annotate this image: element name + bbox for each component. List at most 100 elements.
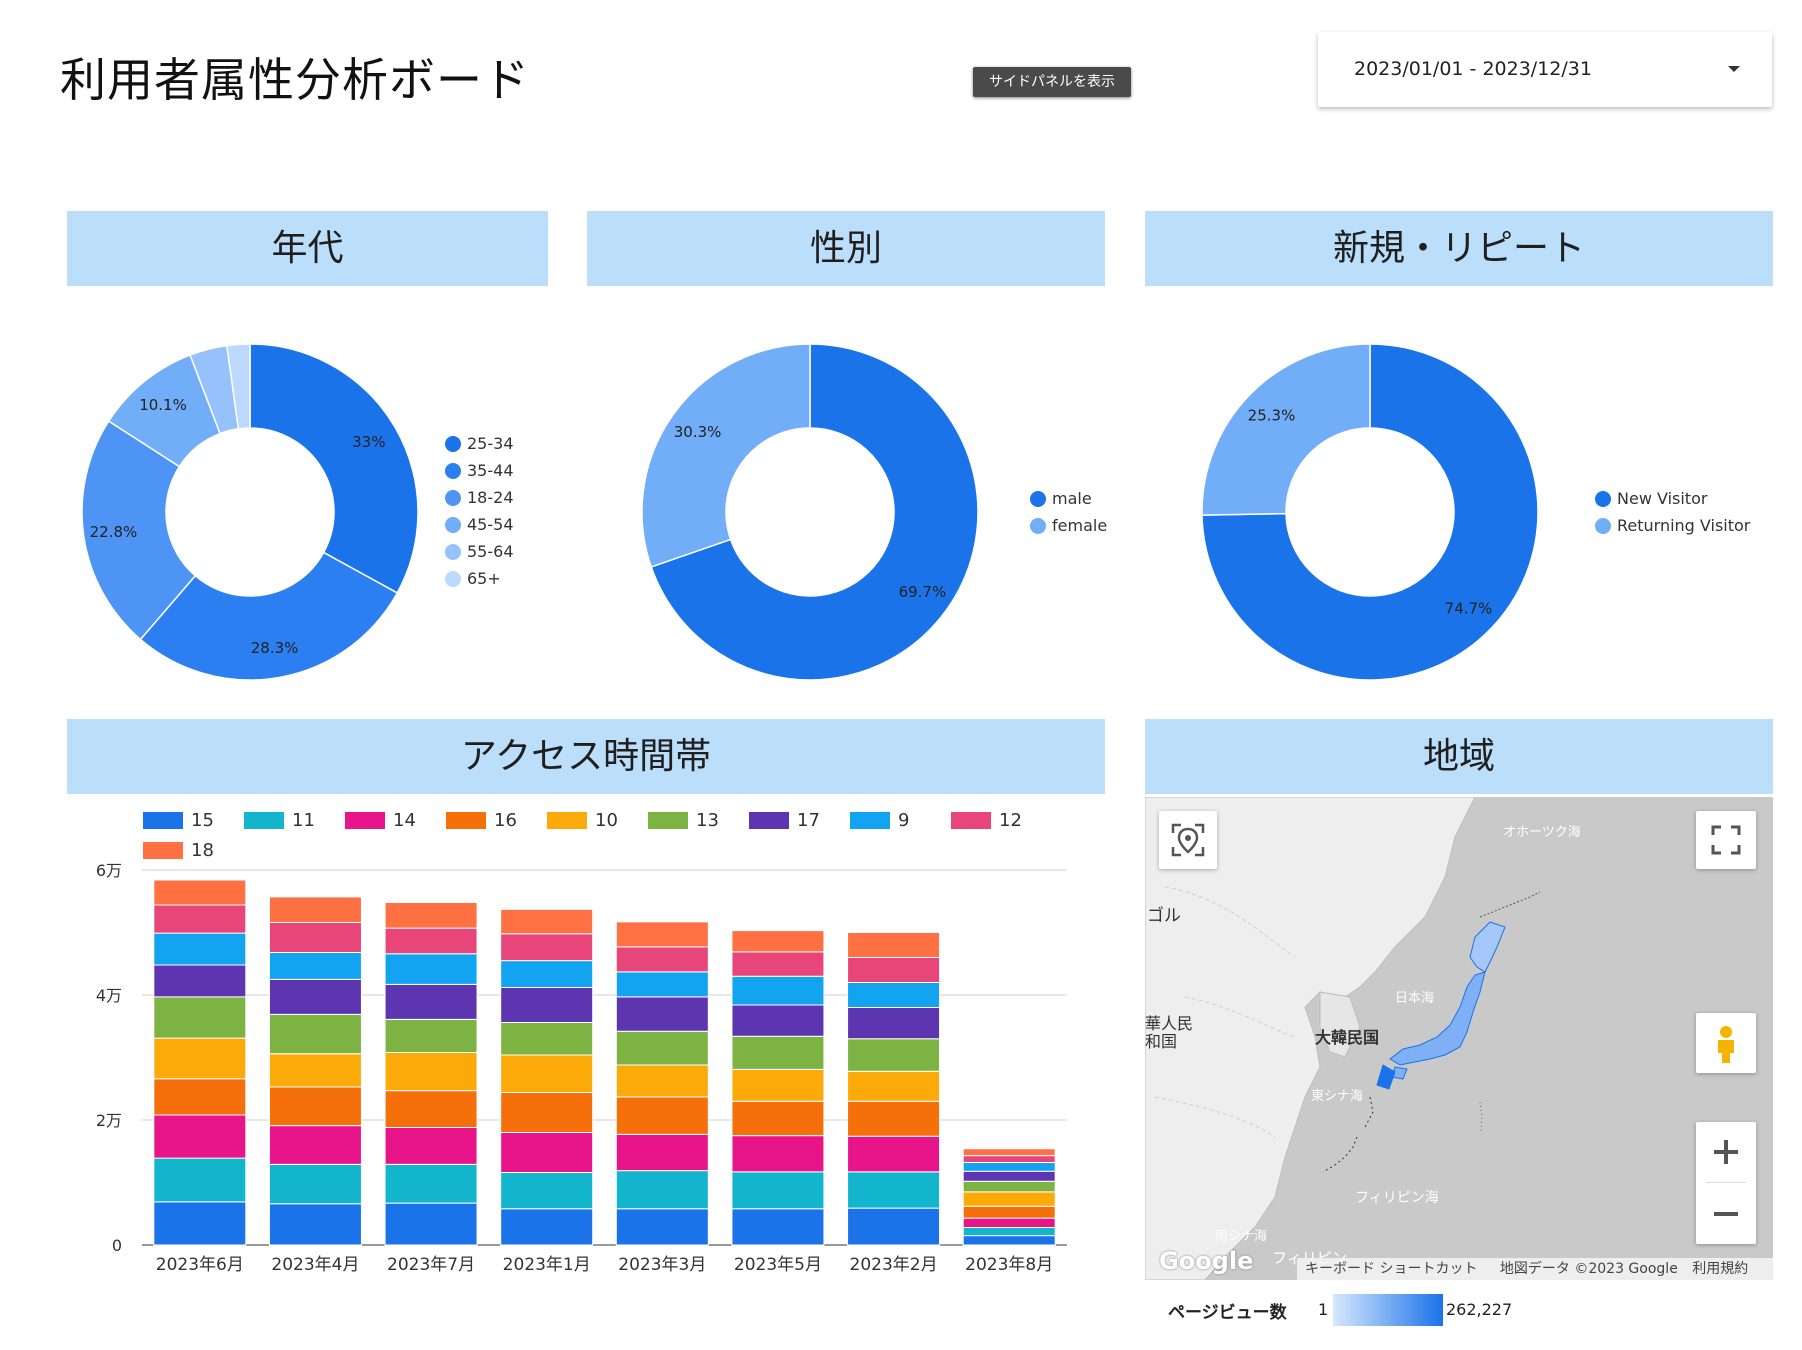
bar-segment-12[interactable] [384,927,478,955]
bar-segment-14[interactable] [384,1127,478,1165]
bar-segment-16[interactable] [731,1100,825,1137]
bar-segment-12[interactable] [615,946,709,973]
donut-slice-65+[interactable] [226,343,251,430]
bar-segment-12[interactable] [153,904,247,934]
map-fullscreen-button[interactable] [1696,811,1756,869]
bar-segment-16[interactable] [847,1100,941,1137]
bar-segment-10[interactable] [500,1054,594,1093]
visitor-donut-chart[interactable]: 74.7% 25.3% [1120,300,1680,710]
bar-segment-10[interactable] [384,1052,478,1092]
bar-segment-17[interactable] [500,987,594,1023]
bar-segment-17[interactable] [731,1004,825,1037]
legend-item-14[interactable]: 14 [345,810,416,831]
legend-item-11[interactable]: 11 [244,810,315,831]
bar-segment-13[interactable] [847,1038,941,1072]
bar-segment-11[interactable] [615,1170,709,1210]
bar-segment-10[interactable] [731,1068,825,1102]
bar-segment-18[interactable] [731,930,825,953]
donut-slice-female[interactable] [641,343,811,568]
map-location-button[interactable] [1159,811,1217,869]
legend-item-35-44[interactable]: 35-44 [445,461,514,480]
legend-item-Returning Visitor[interactable]: Returning Visitor [1595,516,1750,535]
bar-segment-13[interactable] [268,1013,362,1055]
legend-item-55-64[interactable]: 55-64 [445,542,514,561]
bar-segment-16[interactable] [962,1205,1056,1219]
legend-item-10[interactable]: 10 [547,810,618,831]
bar-segment-12[interactable] [500,933,594,962]
bar-segment-9[interactable] [500,960,594,988]
bar-segment-17[interactable] [153,964,247,998]
bar-segment-17[interactable] [268,978,362,1015]
bar-segment-10[interactable] [153,1037,247,1080]
bar-segment-12[interactable] [847,957,941,983]
bar-segment-13[interactable] [962,1180,1056,1193]
bar-segment-16[interactable] [500,1092,594,1133]
bar-segment-12[interactable] [268,922,362,953]
legend-item-female[interactable]: female [1030,516,1107,535]
bar-segment-15[interactable] [384,1202,478,1246]
bar-segment-9[interactable] [268,952,362,980]
bar-segment-13[interactable] [500,1022,594,1056]
bar-segment-11[interactable] [153,1157,247,1203]
bar-segment-10[interactable] [847,1070,941,1102]
bar-segment-13[interactable] [153,996,247,1039]
bar-segment-14[interactable] [615,1133,709,1172]
bar-segment-15[interactable] [615,1208,709,1246]
bar-segment-12[interactable] [731,951,825,977]
bar-segment-11[interactable] [731,1171,825,1210]
legend-item-25-34[interactable]: 25-34 [445,434,514,453]
bar-segment-9[interactable] [731,975,825,1006]
bar-segment-18[interactable] [500,908,594,935]
bar-segment-15[interactable] [153,1201,247,1246]
bar-segment-18[interactable] [962,1148,1056,1157]
bar-segment-16[interactable] [153,1078,247,1116]
bar-segment-10[interactable] [268,1053,362,1088]
bar-segment-12[interactable] [962,1155,1056,1163]
legend-item-16[interactable]: 16 [446,810,517,831]
bar-segment-14[interactable] [500,1132,594,1173]
bar-segment-18[interactable] [268,896,362,923]
bar-segment-18[interactable] [153,879,247,906]
legend-item-17[interactable]: 17 [749,810,820,831]
legend-item-New Visitor[interactable]: New Visitor [1595,489,1707,508]
bar-segment-14[interactable] [268,1125,362,1165]
bar-segment-9[interactable] [847,982,941,1008]
bar-segment-18[interactable] [847,932,941,958]
bar-segment-18[interactable] [615,921,709,948]
legend-item-male[interactable]: male [1030,489,1092,508]
donut-slice-male[interactable] [650,343,979,681]
zoom-out-button[interactable] [1696,1184,1756,1244]
bar-segment-9[interactable] [615,971,709,998]
access-time-stacked-bar-chart[interactable]: 0 2万 4万 6万 2023年6月 2023年4月 2023年7月 2023年1月 2023年… [67,860,1107,1290]
legend-item-15[interactable]: 15 [143,810,214,831]
bar-segment-15[interactable] [500,1208,594,1246]
bar-segment-9[interactable] [384,953,478,985]
bar-segment-15[interactable] [268,1203,362,1246]
gender-donut-chart[interactable]: 69.7% 30.3% [560,300,1120,710]
bar-segment-13[interactable] [615,1030,709,1066]
donut-slice-New Visitor[interactable] [1201,343,1539,681]
bar-segment-11[interactable] [268,1163,362,1205]
legend-item-9[interactable]: 9 [850,810,909,831]
bar-segment-14[interactable] [962,1217,1056,1228]
legend-item-65+[interactable]: 65+ [445,569,501,588]
bar-segment-16[interactable] [384,1090,478,1128]
bar-segment-16[interactable] [268,1086,362,1127]
zoom-in-button[interactable] [1696,1122,1756,1182]
bar-segment-11[interactable] [962,1227,1056,1237]
bar-segment-14[interactable] [153,1114,247,1159]
bar-segment-13[interactable] [731,1035,825,1070]
bar-segment-17[interactable] [962,1170,1056,1182]
donut-slice-25-34[interactable] [249,343,419,594]
legend-item-45-54[interactable]: 45-54 [445,515,514,534]
bar-segment-9[interactable] [153,932,247,966]
bar-segment-11[interactable] [500,1172,594,1210]
bar-segment-16[interactable] [615,1096,709,1135]
bar-segment-17[interactable] [847,1007,941,1040]
bar-segment-17[interactable] [615,996,709,1032]
bar-segment-15[interactable] [731,1208,825,1246]
bar-segment-11[interactable] [384,1163,478,1204]
bar-segment-18[interactable] [384,902,478,929]
age-donut-chart[interactable]: 33% 28.3% 22.8% 10.1% [0,300,560,710]
legend-item-12[interactable]: 12 [951,810,1022,831]
